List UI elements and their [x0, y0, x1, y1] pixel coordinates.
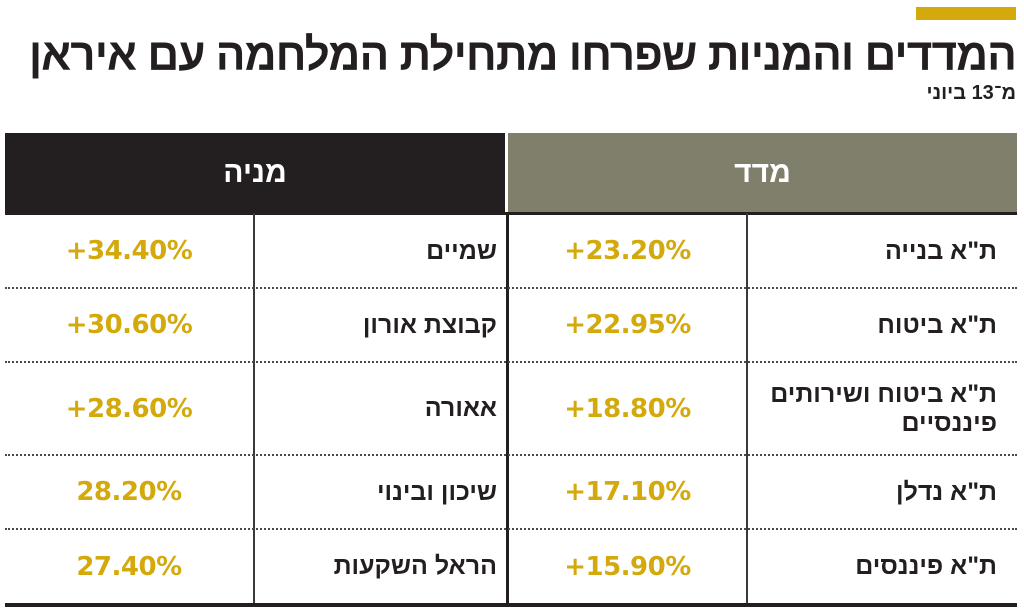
stock-change: +30.60% — [65, 310, 193, 340]
data-table: מניה מדד ת"א בנייה +23.20% שמיים +34.40%… — [5, 133, 1017, 607]
index-name: ת"א בנייה — [884, 236, 997, 265]
section-divider — [506, 213, 509, 605]
table-body: ת"א בנייה +23.20% שמיים +34.40% ת"א ביטו… — [5, 215, 1017, 607]
accent-bar — [916, 7, 1016, 20]
table-row: ת"א ביטוח ושירותים פיננסיים +18.80% אאור… — [5, 363, 1017, 456]
index-change: +22.95% — [564, 310, 691, 340]
stock-name: הראל השקעות — [333, 552, 497, 580]
index-name: ת"א נדלן — [896, 477, 997, 506]
index-change: +18.80% — [564, 393, 691, 424]
stock-name: שיכון ובינוי — [377, 477, 497, 506]
index-change: +23.20% — [564, 236, 691, 266]
stock-change: 28.20% — [76, 477, 182, 507]
index-name: ת"א פיננסים — [855, 552, 997, 580]
page-subtitle: מ־13 ביוני — [926, 82, 1016, 104]
header-bottom-rule — [5, 212, 1017, 215]
stock-name: שמיים — [426, 236, 497, 265]
header-divider — [505, 133, 508, 213]
stock-change: +28.60% — [65, 393, 193, 424]
stock-change: 27.40% — [76, 551, 182, 582]
index-name: ת"א ביטוח — [877, 310, 997, 339]
index-change: +15.90% — [564, 551, 691, 582]
stock-change: +34.40% — [65, 236, 193, 266]
table-row: ת"א בנייה +23.20% שמיים +34.40% — [5, 215, 1017, 289]
table-row: ת"א נדלן +17.10% שיכון ובינוי 28.20% — [5, 456, 1017, 530]
page-title: המדדים והמניות שפרחו מתחילת המלחמה עם אי… — [28, 29, 1017, 80]
column-divider — [253, 213, 255, 605]
table-row: ת"א ביטוח +22.95% קבוצת אורון +30.60% — [5, 289, 1017, 363]
column-header-index: מדד — [508, 133, 1017, 213]
stock-name: קבוצת אורון — [362, 310, 497, 339]
index-name: ת"א ביטוח ושירותים פיננסיים — [770, 379, 997, 437]
stock-name: אאורה — [424, 394, 497, 422]
index-change: +17.10% — [564, 477, 691, 507]
table-row: ת"א פיננסים +15.90% הראל השקעות 27.40% — [5, 530, 1017, 607]
column-divider — [746, 213, 748, 605]
column-header-stock: מניה — [5, 133, 505, 213]
